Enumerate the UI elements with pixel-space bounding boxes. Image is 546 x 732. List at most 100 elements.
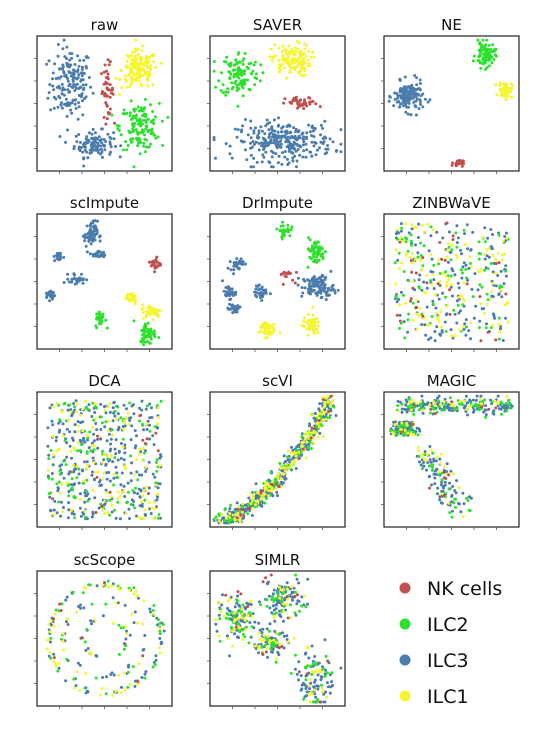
point-ilc2 bbox=[483, 57, 487, 61]
point-ilc1 bbox=[136, 621, 139, 625]
point-ilc2 bbox=[125, 148, 129, 152]
point-ilc3 bbox=[123, 495, 127, 498]
point-ilc3 bbox=[282, 634, 286, 638]
point-ilc3 bbox=[400, 407, 404, 411]
point-ilc1 bbox=[311, 50, 315, 54]
point-ilc3 bbox=[467, 266, 471, 270]
point-ilc3 bbox=[50, 294, 54, 298]
point-ilc2 bbox=[402, 270, 406, 274]
point-ilc3 bbox=[132, 621, 136, 625]
point-ilc3 bbox=[296, 148, 300, 151]
point-ilc1 bbox=[263, 486, 267, 490]
point-ilc2 bbox=[299, 604, 303, 608]
point-ilc3 bbox=[74, 98, 78, 102]
point-ilc2 bbox=[104, 420, 108, 424]
point-ilc2 bbox=[152, 329, 156, 333]
point-ilc2 bbox=[73, 516, 77, 520]
point-ilc3 bbox=[310, 644, 314, 648]
point-ilc3 bbox=[331, 140, 335, 144]
point-ilc2 bbox=[47, 476, 51, 480]
point-ilc1 bbox=[294, 50, 298, 54]
point-ilc2 bbox=[486, 55, 490, 59]
point-ilc2 bbox=[417, 408, 421, 412]
point-ilc2 bbox=[140, 337, 144, 341]
point-ilc3 bbox=[144, 470, 148, 473]
point-ilc3 bbox=[66, 277, 70, 281]
point-ilc3 bbox=[85, 235, 89, 239]
point-ilc1 bbox=[420, 223, 424, 227]
point-nk-cells bbox=[433, 412, 437, 415]
point-ilc1 bbox=[416, 445, 420, 449]
point-ilc2 bbox=[420, 402, 424, 406]
point-ilc2 bbox=[83, 686, 87, 690]
point-ilc1 bbox=[498, 81, 502, 85]
point-ilc1 bbox=[307, 434, 311, 438]
point-ilc2 bbox=[273, 477, 277, 481]
point-nk-cells bbox=[275, 482, 279, 486]
point-ilc1 bbox=[90, 444, 94, 447]
panel-scscope: scScope bbox=[34, 551, 173, 709]
point-ilc1 bbox=[281, 44, 285, 48]
point-ilc3 bbox=[130, 461, 134, 465]
point-ilc3 bbox=[148, 437, 151, 441]
point-ilc3 bbox=[109, 145, 113, 149]
point-ilc2 bbox=[67, 494, 71, 498]
point-ilc1 bbox=[151, 83, 155, 87]
point-ilc3 bbox=[319, 140, 323, 144]
point-ilc1 bbox=[142, 599, 146, 603]
point-ilc3 bbox=[290, 445, 293, 449]
point-ilc3 bbox=[69, 108, 73, 112]
point-ilc3 bbox=[76, 661, 80, 665]
point-nk-cells bbox=[155, 255, 159, 259]
point-ilc1 bbox=[141, 303, 144, 307]
panel-title: scScope bbox=[74, 551, 136, 569]
point-ilc2 bbox=[408, 397, 411, 401]
point-ilc1 bbox=[144, 465, 148, 469]
point-ilc3 bbox=[330, 680, 334, 684]
point-ilc1 bbox=[501, 87, 505, 91]
point-ilc2 bbox=[133, 506, 137, 510]
point-ilc3 bbox=[50, 297, 54, 301]
point-ilc3 bbox=[420, 288, 424, 292]
point-ilc3 bbox=[429, 234, 433, 238]
point-ilc3 bbox=[70, 456, 73, 460]
point-ilc3 bbox=[294, 127, 298, 131]
point-ilc2 bbox=[405, 237, 409, 241]
point-ilc3 bbox=[464, 318, 468, 322]
point-ilc1 bbox=[79, 413, 83, 417]
point-ilc3 bbox=[295, 672, 299, 676]
point-ilc3 bbox=[120, 685, 123, 689]
point-ilc3 bbox=[67, 508, 71, 512]
point-ilc2 bbox=[409, 243, 413, 247]
point-ilc1 bbox=[93, 444, 96, 448]
point-nk-cells bbox=[95, 475, 99, 479]
point-ilc2 bbox=[108, 513, 111, 517]
point-ilc3 bbox=[66, 101, 70, 105]
point-ilc3 bbox=[306, 602, 309, 606]
point-ilc3 bbox=[224, 286, 228, 289]
point-ilc2 bbox=[419, 404, 423, 408]
point-ilc1 bbox=[401, 239, 405, 243]
point-ilc1 bbox=[141, 447, 145, 450]
point-ilc3 bbox=[499, 269, 503, 273]
point-ilc2 bbox=[212, 60, 216, 63]
point-ilc1 bbox=[121, 445, 125, 449]
point-ilc1 bbox=[405, 251, 408, 255]
point-ilc1 bbox=[418, 259, 422, 262]
point-ilc2 bbox=[437, 399, 441, 403]
point-ilc3 bbox=[262, 146, 266, 150]
point-ilc1 bbox=[400, 421, 404, 425]
point-ilc3 bbox=[71, 438, 75, 442]
point-ilc1 bbox=[393, 423, 397, 427]
point-ilc2 bbox=[104, 318, 108, 322]
point-ilc3 bbox=[258, 628, 262, 632]
point-nk-cells bbox=[52, 617, 55, 621]
point-ilc2 bbox=[499, 400, 503, 404]
point-ilc2 bbox=[238, 60, 242, 64]
point-ilc2 bbox=[99, 502, 103, 506]
point-ilc1 bbox=[315, 317, 319, 321]
point-ilc1 bbox=[233, 518, 237, 522]
panel-raw: raw bbox=[34, 16, 173, 174]
point-ilc1 bbox=[121, 490, 125, 493]
point-ilc2 bbox=[286, 223, 290, 227]
